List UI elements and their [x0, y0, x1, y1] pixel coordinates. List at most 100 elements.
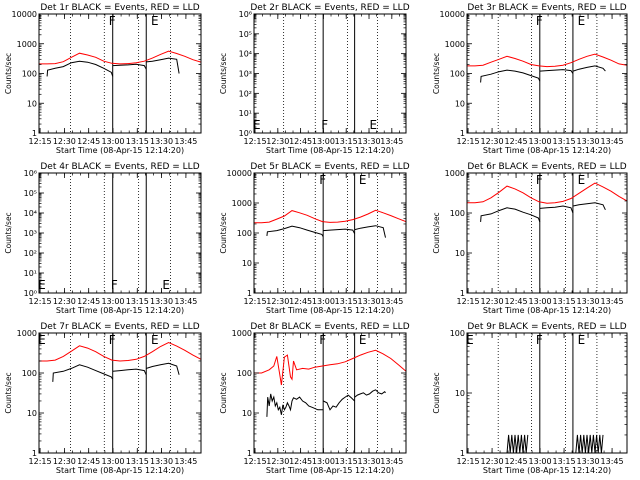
- plot-frame: [253, 332, 407, 454]
- x-tick-label: 12:15: [29, 297, 52, 306]
- x-tick-label: 12:30: [53, 297, 76, 306]
- x-axis-label: Start Time (08-Apr-15 12:14:20): [56, 146, 184, 155]
- series-events-line: [146, 57, 180, 74]
- y-tick-label: 1000: [17, 40, 37, 49]
- y-axis-label: Counts/sec: [219, 212, 228, 253]
- annotation-letter: E: [578, 333, 586, 347]
- y-tick-label: 10: [27, 99, 37, 108]
- panel-title: Det 7r BLACK = Events, RED = LLD: [40, 322, 199, 332]
- panel-title: Det 3r BLACK = Events, RED = LLD: [467, 3, 626, 13]
- panel-title: Det 6r BLACK = Events, RED = LLD: [467, 162, 626, 172]
- x-tick-label: 13:30: [150, 297, 173, 306]
- x-tick-label: 12:45: [505, 137, 528, 146]
- y-tick-label: 10⁴: [239, 50, 252, 59]
- annotation-letter: F: [111, 278, 118, 292]
- x-tick-label: 13:00: [101, 457, 124, 466]
- x-tick-label: 13:00: [312, 297, 335, 306]
- y-tick-label: 1000: [232, 329, 252, 338]
- x-tick-label: 13:30: [357, 137, 380, 146]
- series-events-line: [539, 69, 574, 74]
- x-tick-label: 13:45: [601, 457, 624, 466]
- x-tick-label: 13:45: [601, 137, 624, 146]
- y-tick-label: 10: [242, 409, 252, 418]
- annotation-letter: F: [109, 333, 116, 347]
- x-tick-label: 12:45: [289, 137, 312, 146]
- annotation-letter: E: [151, 333, 159, 347]
- annotation-letter: E: [578, 14, 586, 28]
- y-tick-label: 10⁴: [24, 209, 37, 218]
- y-tick-label: 100: [237, 229, 252, 238]
- y-axis-label: Counts/sec: [4, 53, 13, 94]
- y-tick-label: 10³: [24, 229, 37, 238]
- x-tick-label: 12:15: [457, 297, 480, 306]
- y-tick-label: 10000: [440, 10, 465, 19]
- x-tick-label: 12:15: [243, 457, 266, 466]
- x-tick-label: 12:45: [289, 297, 312, 306]
- x-tick-label: 12:45: [77, 457, 100, 466]
- annotation-letter: E: [151, 14, 159, 28]
- y-tick-label: 1: [32, 129, 37, 138]
- y-tick-label: 10: [455, 389, 465, 398]
- y-tick-label: 10¹: [239, 109, 252, 118]
- series-events-line: [506, 434, 529, 453]
- x-tick-label: 13:15: [335, 457, 358, 466]
- plot-frame: [38, 332, 202, 454]
- panel-title: Det 1r BLACK = Events, RED = LLD: [40, 3, 199, 13]
- y-tick-label: 1: [247, 449, 252, 458]
- y-tick-label: 10⁵: [24, 189, 37, 198]
- series-events-line: [266, 393, 324, 417]
- panel-title: Det 5r BLACK = Events, RED = LLD: [250, 162, 409, 172]
- x-tick-label: 12:30: [266, 457, 289, 466]
- x-axis-label: Start Time (08-Apr-15 12:14:20): [483, 466, 611, 475]
- annotation-letter: E: [370, 118, 378, 132]
- x-tick-label: 12:30: [266, 137, 289, 146]
- x-tick-label: 13:15: [335, 297, 358, 306]
- y-tick-label: 10000: [227, 169, 252, 178]
- y-tick-label: 10: [242, 259, 252, 268]
- y-tick-label: 1: [32, 449, 37, 458]
- x-tick-label: 12:15: [457, 137, 480, 146]
- series-events-line: [146, 362, 180, 375]
- series-events-line: [266, 225, 324, 237]
- x-tick-label: 13:45: [380, 137, 403, 146]
- x-axis-label: Start Time (08-Apr-15 12:14:20): [266, 306, 394, 315]
- plot-frame: [466, 13, 628, 134]
- y-axis-label: Counts/sec: [432, 212, 441, 253]
- x-tick-label: 12:45: [505, 297, 528, 306]
- x-tick-label: 13:45: [601, 297, 624, 306]
- series-events-line: [573, 202, 606, 211]
- y-tick-label: 10⁰: [24, 289, 37, 298]
- plot-frame: [253, 172, 407, 294]
- x-tick-label: 13:15: [553, 297, 576, 306]
- y-tick-label: 10²: [239, 89, 252, 98]
- annotation-letter: E: [38, 278, 46, 292]
- y-tick-label: 1: [460, 129, 465, 138]
- y-tick-label: 1: [247, 289, 252, 298]
- annotation-letter: E: [253, 118, 261, 132]
- annotation-letter: E: [578, 173, 586, 187]
- x-tick-label: 12:30: [481, 137, 504, 146]
- annotation-letter: E: [359, 173, 367, 187]
- x-tick-label: 12:45: [77, 137, 100, 146]
- y-axis-label: Counts/sec: [432, 53, 441, 94]
- plot-frame: [38, 13, 202, 134]
- x-axis-label: Start Time (08-Apr-15 12:14:20): [483, 146, 611, 155]
- y-tick-label: 1: [460, 289, 465, 298]
- x-tick-label: 13:45: [174, 137, 197, 146]
- series-events-line: [575, 434, 604, 453]
- series-events-line: [480, 207, 541, 223]
- x-tick-label: 13:00: [529, 457, 552, 466]
- series-events-line: [572, 65, 606, 72]
- y-tick-label: 10⁵: [239, 30, 252, 39]
- x-tick-label: 12:15: [243, 297, 266, 306]
- y-axis-label: Counts/sec: [4, 372, 13, 413]
- x-tick-label: 13:45: [380, 457, 403, 466]
- y-tick-label: 10¹: [24, 269, 37, 278]
- panel-title: Det 8r BLACK = Events, RED = LLD: [250, 322, 409, 332]
